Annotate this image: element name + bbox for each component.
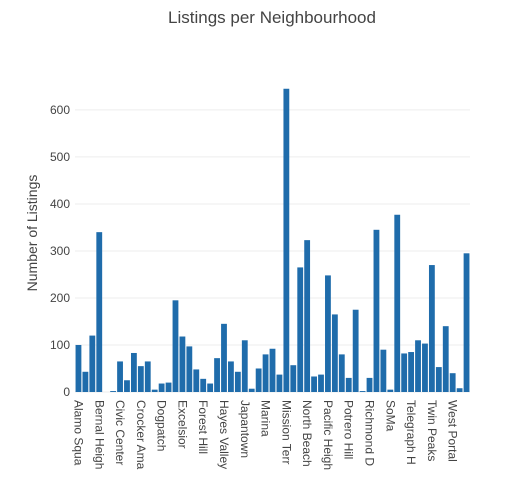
bar [255, 368, 262, 392]
bar [283, 88, 290, 393]
y-tick-label: 400 [50, 197, 70, 211]
bar [442, 326, 449, 392]
bar [186, 346, 193, 392]
bar [380, 349, 387, 392]
x-tick-label: North Beach [300, 400, 314, 467]
bar [463, 253, 470, 392]
x-tick-label: Japantown [238, 400, 252, 458]
y-tick-label: 300 [50, 244, 70, 258]
bar [408, 352, 415, 392]
x-tick-label: West Portal [446, 400, 460, 462]
x-tick-label: Pacific Heigh [321, 400, 335, 470]
bar [193, 369, 200, 392]
bar [241, 340, 248, 392]
bar [394, 214, 401, 392]
x-tick-label: Telegraph H [404, 400, 418, 465]
bar [75, 344, 82, 392]
bar [428, 265, 435, 392]
x-tick-label: Forest Hill [196, 400, 210, 454]
bar [366, 377, 373, 392]
x-tick-label: Richmond D [363, 400, 377, 466]
bar [345, 377, 352, 392]
bar [165, 382, 172, 392]
bar [234, 371, 241, 392]
x-tick-label: Bernal Heigh [92, 400, 106, 469]
bar [290, 365, 297, 392]
x-tick-label: Mission Terr [279, 400, 293, 464]
bar [311, 376, 317, 392]
bar [338, 354, 345, 392]
bar [318, 374, 324, 392]
bar [352, 309, 359, 392]
bar [89, 335, 96, 392]
x-tick-label: Potrero Hill [342, 400, 356, 459]
bar [359, 391, 366, 392]
x-tick-label: Dogpatch [155, 400, 169, 451]
chart-title: Listings per Neighbourhood [168, 8, 376, 27]
bar [248, 388, 255, 392]
bar [449, 373, 456, 392]
y-tick-label: 600 [50, 103, 70, 117]
bar [401, 353, 408, 392]
bar [276, 374, 283, 392]
bar [325, 275, 331, 392]
bar [179, 336, 186, 392]
bar [172, 300, 179, 392]
bar [82, 371, 89, 392]
bar [387, 389, 394, 392]
x-tick-label: SoMa [383, 400, 397, 432]
x-tick-label: Twin Peaks [425, 400, 439, 461]
bar [151, 389, 158, 392]
y-tick-label: 0 [63, 385, 70, 399]
bar [110, 391, 117, 392]
bar [200, 378, 207, 392]
x-tick-label: Marina [259, 400, 273, 437]
bar [262, 354, 269, 392]
bar [435, 367, 442, 392]
bar [373, 229, 380, 392]
bar [144, 361, 151, 392]
bar [331, 314, 338, 392]
bar [130, 352, 137, 392]
bar [415, 340, 421, 392]
x-tick-label: Crocker Ama [134, 400, 148, 470]
bar [158, 383, 165, 392]
y-tick-label: 100 [50, 338, 70, 352]
bar [117, 361, 123, 392]
bar [96, 232, 103, 392]
bar [269, 348, 276, 392]
bar [137, 366, 144, 392]
bar [228, 361, 234, 392]
x-tick-label: Civic Center [113, 400, 127, 465]
bar [297, 267, 304, 392]
bar [207, 383, 214, 392]
bar [422, 343, 428, 392]
x-tick-label: Alamo Squa [71, 400, 85, 466]
y-tick-label: 500 [50, 150, 70, 164]
y-axis-label: Number of Listings [24, 175, 40, 292]
x-tick-label: Hayes Valley [217, 400, 231, 469]
bar [221, 323, 227, 392]
bar [456, 388, 463, 392]
bar [304, 240, 311, 392]
y-tick-label: 200 [50, 291, 70, 305]
x-tick-label: Excelsior [175, 400, 189, 449]
bar [214, 358, 220, 392]
bar [124, 380, 130, 392]
